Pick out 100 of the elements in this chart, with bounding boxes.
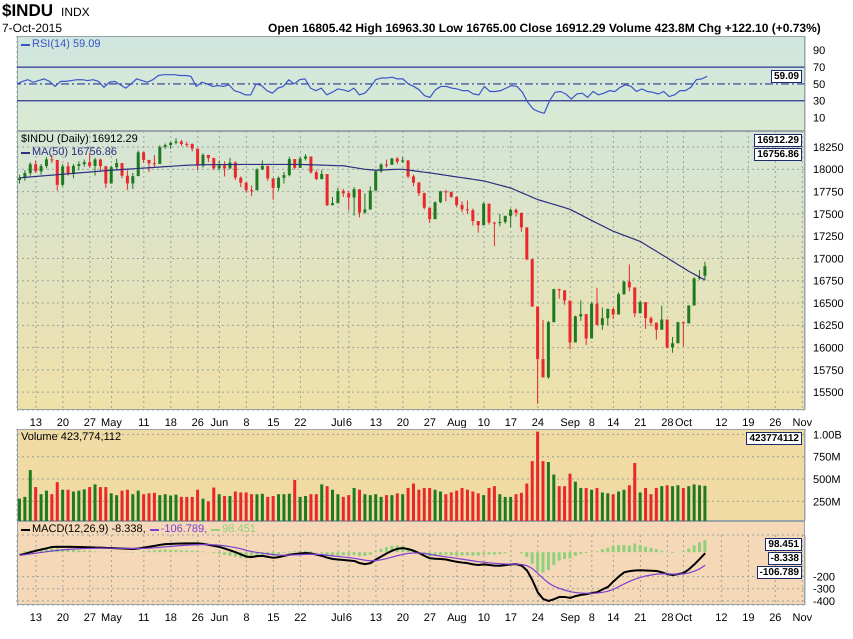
x-tick-label: 22 (294, 612, 306, 624)
y-tick-label: 17500 (813, 208, 844, 221)
x-tick-label: 28 (661, 416, 674, 429)
y-tick-label: 50 (813, 78, 826, 91)
legend-label: 98.451 (221, 523, 256, 536)
x-tick-label: Nov (792, 612, 813, 624)
y-tick-label: 500M (813, 474, 841, 486)
x-tick-label: Oct (675, 416, 692, 429)
x-tick-label: 15 (267, 612, 280, 624)
x-tick-label: 27 (84, 416, 96, 429)
y-tick-label: -300 (813, 584, 836, 596)
legend-label: MA(50) 16756.86 (31, 146, 117, 159)
x-tick-label: 15 (267, 416, 280, 429)
y-tick-label: 18250 (813, 142, 844, 154)
x-tick-label: Nov (792, 416, 813, 429)
x-tick-label: 12 (715, 416, 728, 429)
y-tick-label: 15750 (813, 364, 844, 377)
x-tick-label: Sep (560, 612, 580, 624)
x-tick-label: 8 (588, 612, 595, 624)
x-tick-label: 24 (532, 416, 544, 429)
x-tick-label: 17 (504, 612, 517, 624)
x-tick-label: 27 (424, 416, 436, 429)
x-tick-label: 26 (769, 612, 782, 624)
y-tick-label: 750M (813, 452, 841, 464)
x-tick-label: Aug (447, 612, 467, 624)
x-tick-label: Jul (331, 416, 346, 429)
text: INDX (61, 5, 90, 19)
y-tick-label: 250M (813, 496, 841, 508)
y-tick-label: 70 (813, 62, 826, 74)
x-tick-label: 28 (661, 612, 674, 624)
annotation: -8.338 (768, 552, 802, 565)
x-tick-label: 14 (607, 416, 620, 429)
x-tick-label: 14 (607, 612, 620, 624)
y-tick-label: 1.00B (813, 429, 842, 442)
x-tick-label: 6 (346, 612, 352, 624)
text: Open 16805.42 High 16963.30 Low 16765.00 Close 16912.29 Volume 423.8M Chg +122.10 (+0.73%) (268, 21, 821, 35)
legend-label: -106.789, (160, 523, 208, 536)
x-tick-label: 19 (742, 612, 754, 624)
x-tick-label: 21 (634, 612, 647, 624)
annotation: 98.451 (765, 538, 802, 551)
y-tick-label: 17250 (813, 231, 844, 244)
annotation: 16912.29 (754, 134, 802, 147)
chart-title: $INDU (2, 1, 54, 21)
y-tick-label: 90 (813, 45, 826, 58)
x-tick-label: 21 (634, 416, 647, 429)
x-tick-label: Sep (560, 416, 580, 429)
y-tick-label: 15500 (813, 387, 844, 400)
x-tick-label: 17 (504, 416, 517, 429)
x-tick-label: 10 (478, 416, 490, 429)
annotation: 16756.86 (754, 148, 802, 161)
x-tick-label: May (101, 612, 122, 624)
y-tick-label: 16500 (813, 298, 844, 310)
x-tick-label: 19 (742, 416, 754, 429)
x-tick-label: Jul (331, 612, 346, 624)
y-tick-label: 16000 (813, 342, 844, 355)
x-tick-label: 20 (396, 612, 410, 624)
x-tick-label: 18 (164, 612, 177, 624)
x-tick-label: 11 (138, 416, 150, 429)
x-tick-label: 26 (192, 416, 204, 429)
y-tick-label: 17750 (813, 186, 844, 199)
x-tick-label: 20 (396, 416, 410, 429)
x-tick-label: 10 (478, 612, 490, 624)
x-tick-label: 12 (715, 612, 728, 624)
annotation: 59.09 (770, 70, 802, 84)
x-tick-label: 8 (243, 416, 250, 429)
chart-subtitle: 7-Oct-2015 (2, 21, 62, 35)
x-tick-label: 27 (424, 612, 436, 624)
x-tick-label: 18 (164, 416, 177, 429)
x-tick-label: 11 (138, 612, 150, 624)
annotation: 423774112 (746, 432, 802, 445)
x-tick-label: 24 (532, 612, 544, 624)
x-tick-label: Aug (447, 416, 467, 429)
chart-title: Volume 423,774,112 (21, 431, 122, 444)
x-tick-label: 27 (84, 612, 96, 624)
y-tick-label: 30 (813, 96, 826, 108)
x-tick-label: 6 (346, 416, 352, 429)
annotation: -106.789 (756, 566, 802, 579)
x-tick-label: 13 (30, 416, 42, 429)
x-tick-label: 8 (243, 612, 250, 624)
y-tick-label: -400 (813, 596, 836, 608)
x-tick-label: 20 (56, 416, 69, 429)
x-tick-label: 26 (192, 612, 204, 624)
x-tick-label: 13 (370, 416, 382, 429)
y-tick-label: 16750 (813, 276, 844, 288)
y-tick-label: 16250 (813, 320, 844, 332)
x-tick-label: Oct (675, 612, 692, 624)
y-tick-label: 17000 (813, 253, 844, 266)
y-tick-label: -200 (813, 571, 836, 584)
legend-label: MACD(12,26,9) -8.338, (31, 523, 146, 536)
x-tick-label: May (101, 416, 122, 429)
x-tick-label: 13 (30, 612, 42, 624)
x-tick-label: 8 (588, 416, 595, 429)
y-tick-label: 10 (813, 112, 826, 124)
x-tick-label: 22 (294, 416, 306, 429)
legend-label: RSI(14) 59.09 (31, 38, 100, 51)
x-tick-label: Jun (210, 416, 228, 429)
chart-title: $INDU (Daily) 16912.29 (21, 133, 138, 146)
y-tick-label: 18000 (813, 164, 844, 176)
x-tick-label: Jun (210, 612, 228, 624)
x-tick-label: 20 (56, 612, 69, 624)
